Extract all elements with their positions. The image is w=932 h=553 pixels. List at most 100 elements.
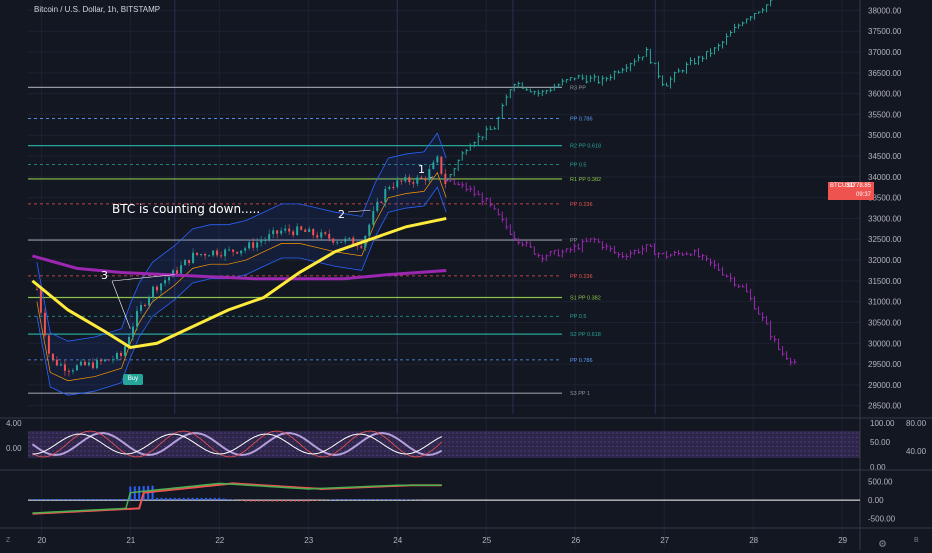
macd-histogram-bar [401,499,403,500]
candle-body [340,242,342,243]
candle-body [244,248,246,250]
macd-histogram-bar [223,498,225,500]
macd-histogram-bar [392,499,394,500]
candle-body [144,305,146,306]
candle-body [108,359,110,360]
macd-histogram-bar [290,500,292,501]
candle-body [36,289,38,290]
pivot-label: R1 PP 0.382 [570,177,601,183]
macd-histogram-bar [201,498,203,500]
zoom-toggle-button[interactable]: Z [6,537,10,544]
macd-histogram-bar [307,500,309,501]
time-tick-label: 27 [660,536,669,545]
macd-histogram-bar [116,499,118,500]
wave-label-3: 3 [101,269,108,282]
macd-histogram-bar [334,499,336,500]
time-tick-label: 20 [37,536,46,545]
price-tick-label: 35500.00 [868,110,902,119]
pivot-label: S2 PP 0.618 [570,332,601,338]
candle-body [424,178,426,180]
time-tick-label: 24 [393,536,402,545]
candle-body [160,283,162,290]
price-tag-value: 33778.85 [846,182,871,191]
candle-body [392,187,394,188]
macd-histogram-bar [112,499,114,500]
candle-body [140,305,142,311]
macd-histogram-bar [125,499,127,500]
candle-body [60,364,62,365]
macd-histogram-bar [396,499,398,500]
candle-body [324,232,326,234]
price-tick-label: 31000.00 [868,298,902,307]
candle-body [124,346,126,356]
macd-histogram-bar [160,498,162,500]
macd-histogram-bar [152,486,154,500]
macd-histogram-bar [263,500,265,501]
pivot-label: PP 0.786 [570,358,593,364]
macd-histogram-bar [107,499,109,500]
macd-histogram-bar [294,500,296,501]
candle-body [308,229,310,232]
candle-body [44,313,46,336]
candle-body [296,226,298,235]
price-tick-label: 37500.00 [868,27,902,36]
macd-histogram-bar [58,499,60,500]
macd-histogram-bar [36,499,38,500]
candle-body [92,362,94,368]
candle-body [336,242,338,243]
candle-body [420,177,422,178]
macd-tick-label: 0.00 [868,496,884,505]
macd-histogram-bar [361,499,363,500]
candle-body [212,251,214,256]
oscillator-right-tick: 50.00 [870,438,891,447]
price-tick-label: 29500.00 [868,360,902,369]
candle-body [100,360,102,361]
oscillator-left-tick: 4.00 [6,419,22,428]
candle-body [344,239,346,242]
macd-histogram-bar [365,499,367,500]
macd-pane: 500.000.00-500.00 [0,470,932,524]
time-tick-label: 22 [215,536,224,545]
time-tick-label: 21 [126,536,135,545]
price-tick-label: 32000.00 [868,256,902,265]
macd-histogram-bar [178,498,180,500]
candle-body [268,234,270,239]
macd-histogram-bar [272,500,274,501]
candle-body [136,311,138,327]
price-tick-label: 28500.00 [868,402,902,411]
gear-icon[interactable] [878,535,887,544]
price-tick-label: 33000.00 [868,214,902,223]
macd-histogram-bar [196,498,198,500]
candle-body [372,211,374,225]
candle-body [348,238,350,239]
price-tick-label: 34000.00 [868,173,902,182]
macd-histogram-bar [94,499,96,500]
oscillator-right-tick: 0.00 [870,463,886,472]
oscillator-far-right-tick: 80.00 [906,419,927,428]
candle-body [436,157,438,163]
last-price-tag: BTCUSD 33778.85 09:37 [828,182,874,200]
scale-toggle-button[interactable]: B [914,537,919,544]
time-tick-label: 29 [838,536,847,545]
candle-body [132,327,134,337]
macd-histogram-bar [209,498,211,500]
macd-histogram-bar [71,499,73,500]
candle-body [232,250,234,252]
candle-body [248,242,250,248]
candle-body [80,362,82,365]
pivot-label: PP 0.5 [570,162,586,168]
macd-histogram-bar [80,499,82,500]
macd-histogram-bar [174,498,176,500]
macd-histogram-bar [352,499,354,500]
oscillator-left-tick: 0.00 [6,444,22,453]
candle-body [288,229,290,232]
candle-body [316,235,318,237]
projection-paths [446,0,796,366]
candle-body [68,371,70,372]
candle-body [84,362,86,365]
candle-body [360,246,362,248]
macd-histogram-bar [298,500,300,501]
macd-histogram-bar [138,486,140,500]
